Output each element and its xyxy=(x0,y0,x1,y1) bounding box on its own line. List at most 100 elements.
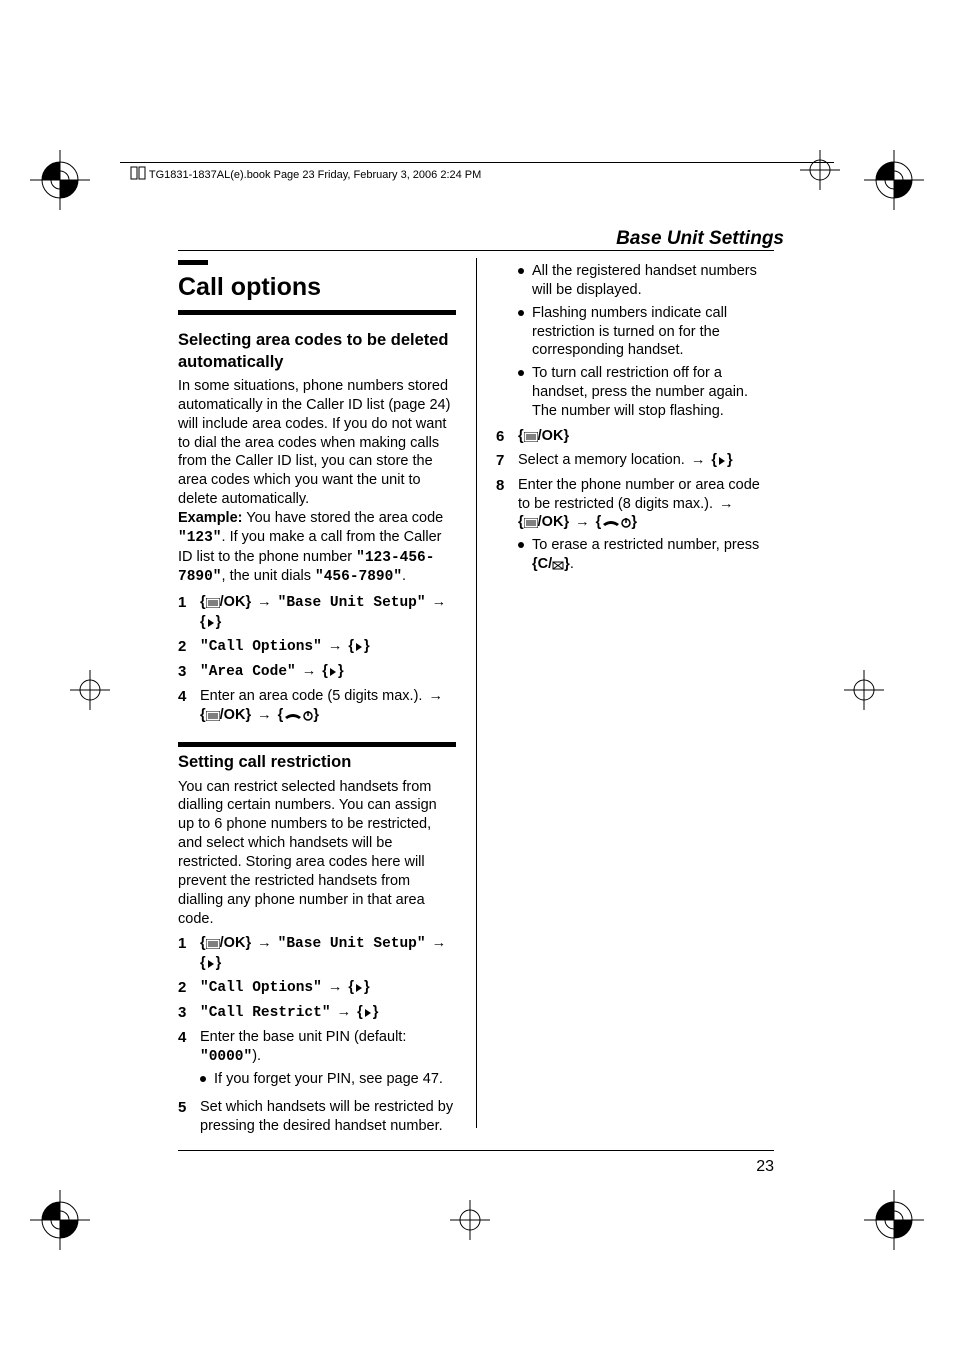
right-key xyxy=(348,638,369,654)
arrow-icon: → xyxy=(255,935,274,951)
off-key xyxy=(596,514,637,530)
book-icon xyxy=(130,166,146,180)
sec2-title: Setting call restriction xyxy=(178,751,456,773)
code-dial: "456-7890" xyxy=(315,569,402,585)
reg-mark-top-left xyxy=(30,150,90,215)
step8-notes: To erase a restricted number, press C/. xyxy=(518,536,774,574)
crop-bottom xyxy=(450,1200,490,1245)
right-arrow-icon xyxy=(206,959,216,969)
sec1-example: Example: You have stored the area code "… xyxy=(178,509,456,587)
base-unit-setup-label: "Base Unit Setup" xyxy=(278,595,426,611)
menu-ok-key: /OK xyxy=(200,935,251,951)
bullet-registered: All the registered handset numbers will … xyxy=(518,262,774,300)
sec2-bar xyxy=(178,742,456,747)
right-key xyxy=(200,614,221,630)
sec1-para: In some situations, phone numbers stored… xyxy=(178,377,456,509)
call-options-heading: Call options xyxy=(178,271,456,304)
right-step-8: 8 Enter the phone number or area code to… xyxy=(496,476,774,578)
arrow-icon: → xyxy=(326,979,345,995)
crop-right xyxy=(844,670,884,715)
sec2-para: You can restrict selected handsets from … xyxy=(178,778,456,929)
right-key xyxy=(711,452,732,468)
clear-key: C/ xyxy=(532,556,570,572)
power-icon xyxy=(621,518,631,528)
heading-bar-bottom xyxy=(178,310,456,315)
arrow-icon: → xyxy=(255,707,274,723)
sec2-step-3: 3 "Call Restrict" → xyxy=(178,1003,456,1023)
arrow-icon: → xyxy=(326,638,345,654)
bullet-flashing: Flashing numbers indicate call restricti… xyxy=(518,304,774,361)
sec1-step-3: 3 "Area Code" → xyxy=(178,662,456,682)
footer-rule xyxy=(178,1150,774,1151)
example-c: , the unit dials xyxy=(222,568,316,584)
reg-mark-top-right xyxy=(864,150,924,215)
menu-icon xyxy=(206,598,220,608)
right-column: All the registered handset numbers will … xyxy=(476,258,774,1141)
off-key xyxy=(278,707,319,723)
call-options-label: "Call Options" xyxy=(200,980,322,996)
page-root: TG1831-1837AL(e).book Page 23 Friday, Fe… xyxy=(0,0,954,1351)
arrow-icon: → xyxy=(430,935,449,951)
right-key xyxy=(357,1004,378,1020)
erase-note: To erase a restricted number, press C/. xyxy=(518,536,774,574)
arrow-icon: → xyxy=(255,594,274,610)
arrow-icon: → xyxy=(573,514,592,530)
erase-note-text: To erase a restricted number, press xyxy=(532,537,759,553)
right-arrow-icon xyxy=(363,1008,373,1018)
menu-icon xyxy=(206,711,220,721)
hangup-icon xyxy=(283,709,303,721)
sec1-step-1: 1 /OK → "Base Unit Setup" → xyxy=(178,593,456,632)
arrow-icon: → xyxy=(335,1004,354,1020)
arrow-icon: → xyxy=(300,663,319,679)
sec2-step-2: 2 "Call Options" → xyxy=(178,978,456,998)
area-code-label: "Area Code" xyxy=(200,664,296,680)
sec2-step-4: 4 Enter the base unit PIN (default: "000… xyxy=(178,1028,456,1094)
content-top-rule xyxy=(178,250,774,251)
sec2-step-1: 1 /OK → "Base Unit Setup" → xyxy=(178,934,456,973)
heading-bar-top xyxy=(178,260,208,265)
sec2-step4-a: Enter the base unit PIN (default: xyxy=(200,1029,406,1045)
menu-icon xyxy=(524,432,538,442)
reg-mark-bottom-right xyxy=(864,1190,924,1255)
section-title: Base Unit Settings xyxy=(616,228,784,250)
call-restrict-label: "Call Restrict" xyxy=(200,1005,331,1021)
menu-ok-key: /OK xyxy=(200,707,251,723)
right-arrow-icon xyxy=(328,667,338,677)
right-key xyxy=(322,663,343,679)
arrow-icon: → xyxy=(426,688,445,704)
example-d: . xyxy=(402,568,406,584)
power-icon xyxy=(303,711,313,721)
sec1-step-4: 4 Enter an area code (5 digits max.). → … xyxy=(178,687,456,725)
right-arrow-icon xyxy=(354,642,364,652)
header-filename-text: TG1831-1837AL(e).book Page 23 Friday, Fe… xyxy=(149,169,481,181)
sec1-steps: 1 /OK → "Base Unit Setup" → 2 "Call Opti… xyxy=(178,593,456,724)
right-arrow-icon xyxy=(206,618,216,628)
example-label: Example: xyxy=(178,510,242,526)
right-key xyxy=(348,979,369,995)
menu-icon xyxy=(524,518,538,528)
right-step-6: 6 /OK xyxy=(496,427,774,447)
header-rule xyxy=(120,162,834,163)
left-column: Call options Selecting area codes to be … xyxy=(178,258,456,1141)
page-number: 23 xyxy=(756,1158,774,1176)
mute-icon xyxy=(552,560,564,570)
right-arrow-icon xyxy=(354,983,364,993)
bullet-turnoff: To turn call restriction off for a hands… xyxy=(518,364,774,421)
crop-top xyxy=(800,150,840,195)
step7-text: Select a memory location. xyxy=(518,452,689,468)
header-filename: TG1831-1837AL(e).book Page 23 Friday, Fe… xyxy=(130,166,481,181)
sec2-step4-notes: If you forget your PIN, see page 47. xyxy=(200,1070,456,1089)
right-arrow-icon xyxy=(717,456,727,466)
menu-ok-key: /OK xyxy=(518,428,569,444)
right-step-7: 7 Select a memory location. → xyxy=(496,451,774,471)
right-key xyxy=(200,955,221,971)
crop-left xyxy=(70,670,110,715)
hangup-icon xyxy=(601,516,621,528)
menu-ok-key: /OK xyxy=(200,594,251,610)
right-steps: 6 /OK 7 Select a memory location. → 8 En… xyxy=(496,427,774,578)
pin-forget-note: If you forget your PIN, see page 47. xyxy=(200,1070,456,1089)
sec2-step4-b: ). xyxy=(252,1048,261,1064)
sec2-steps: 1 /OK → "Base Unit Setup" → 2 "Call Opti… xyxy=(178,934,456,1136)
sec1-step4-text: Enter an area code (5 digits max.). xyxy=(200,688,426,704)
sec1-step-2: 2 "Call Options" → xyxy=(178,637,456,657)
